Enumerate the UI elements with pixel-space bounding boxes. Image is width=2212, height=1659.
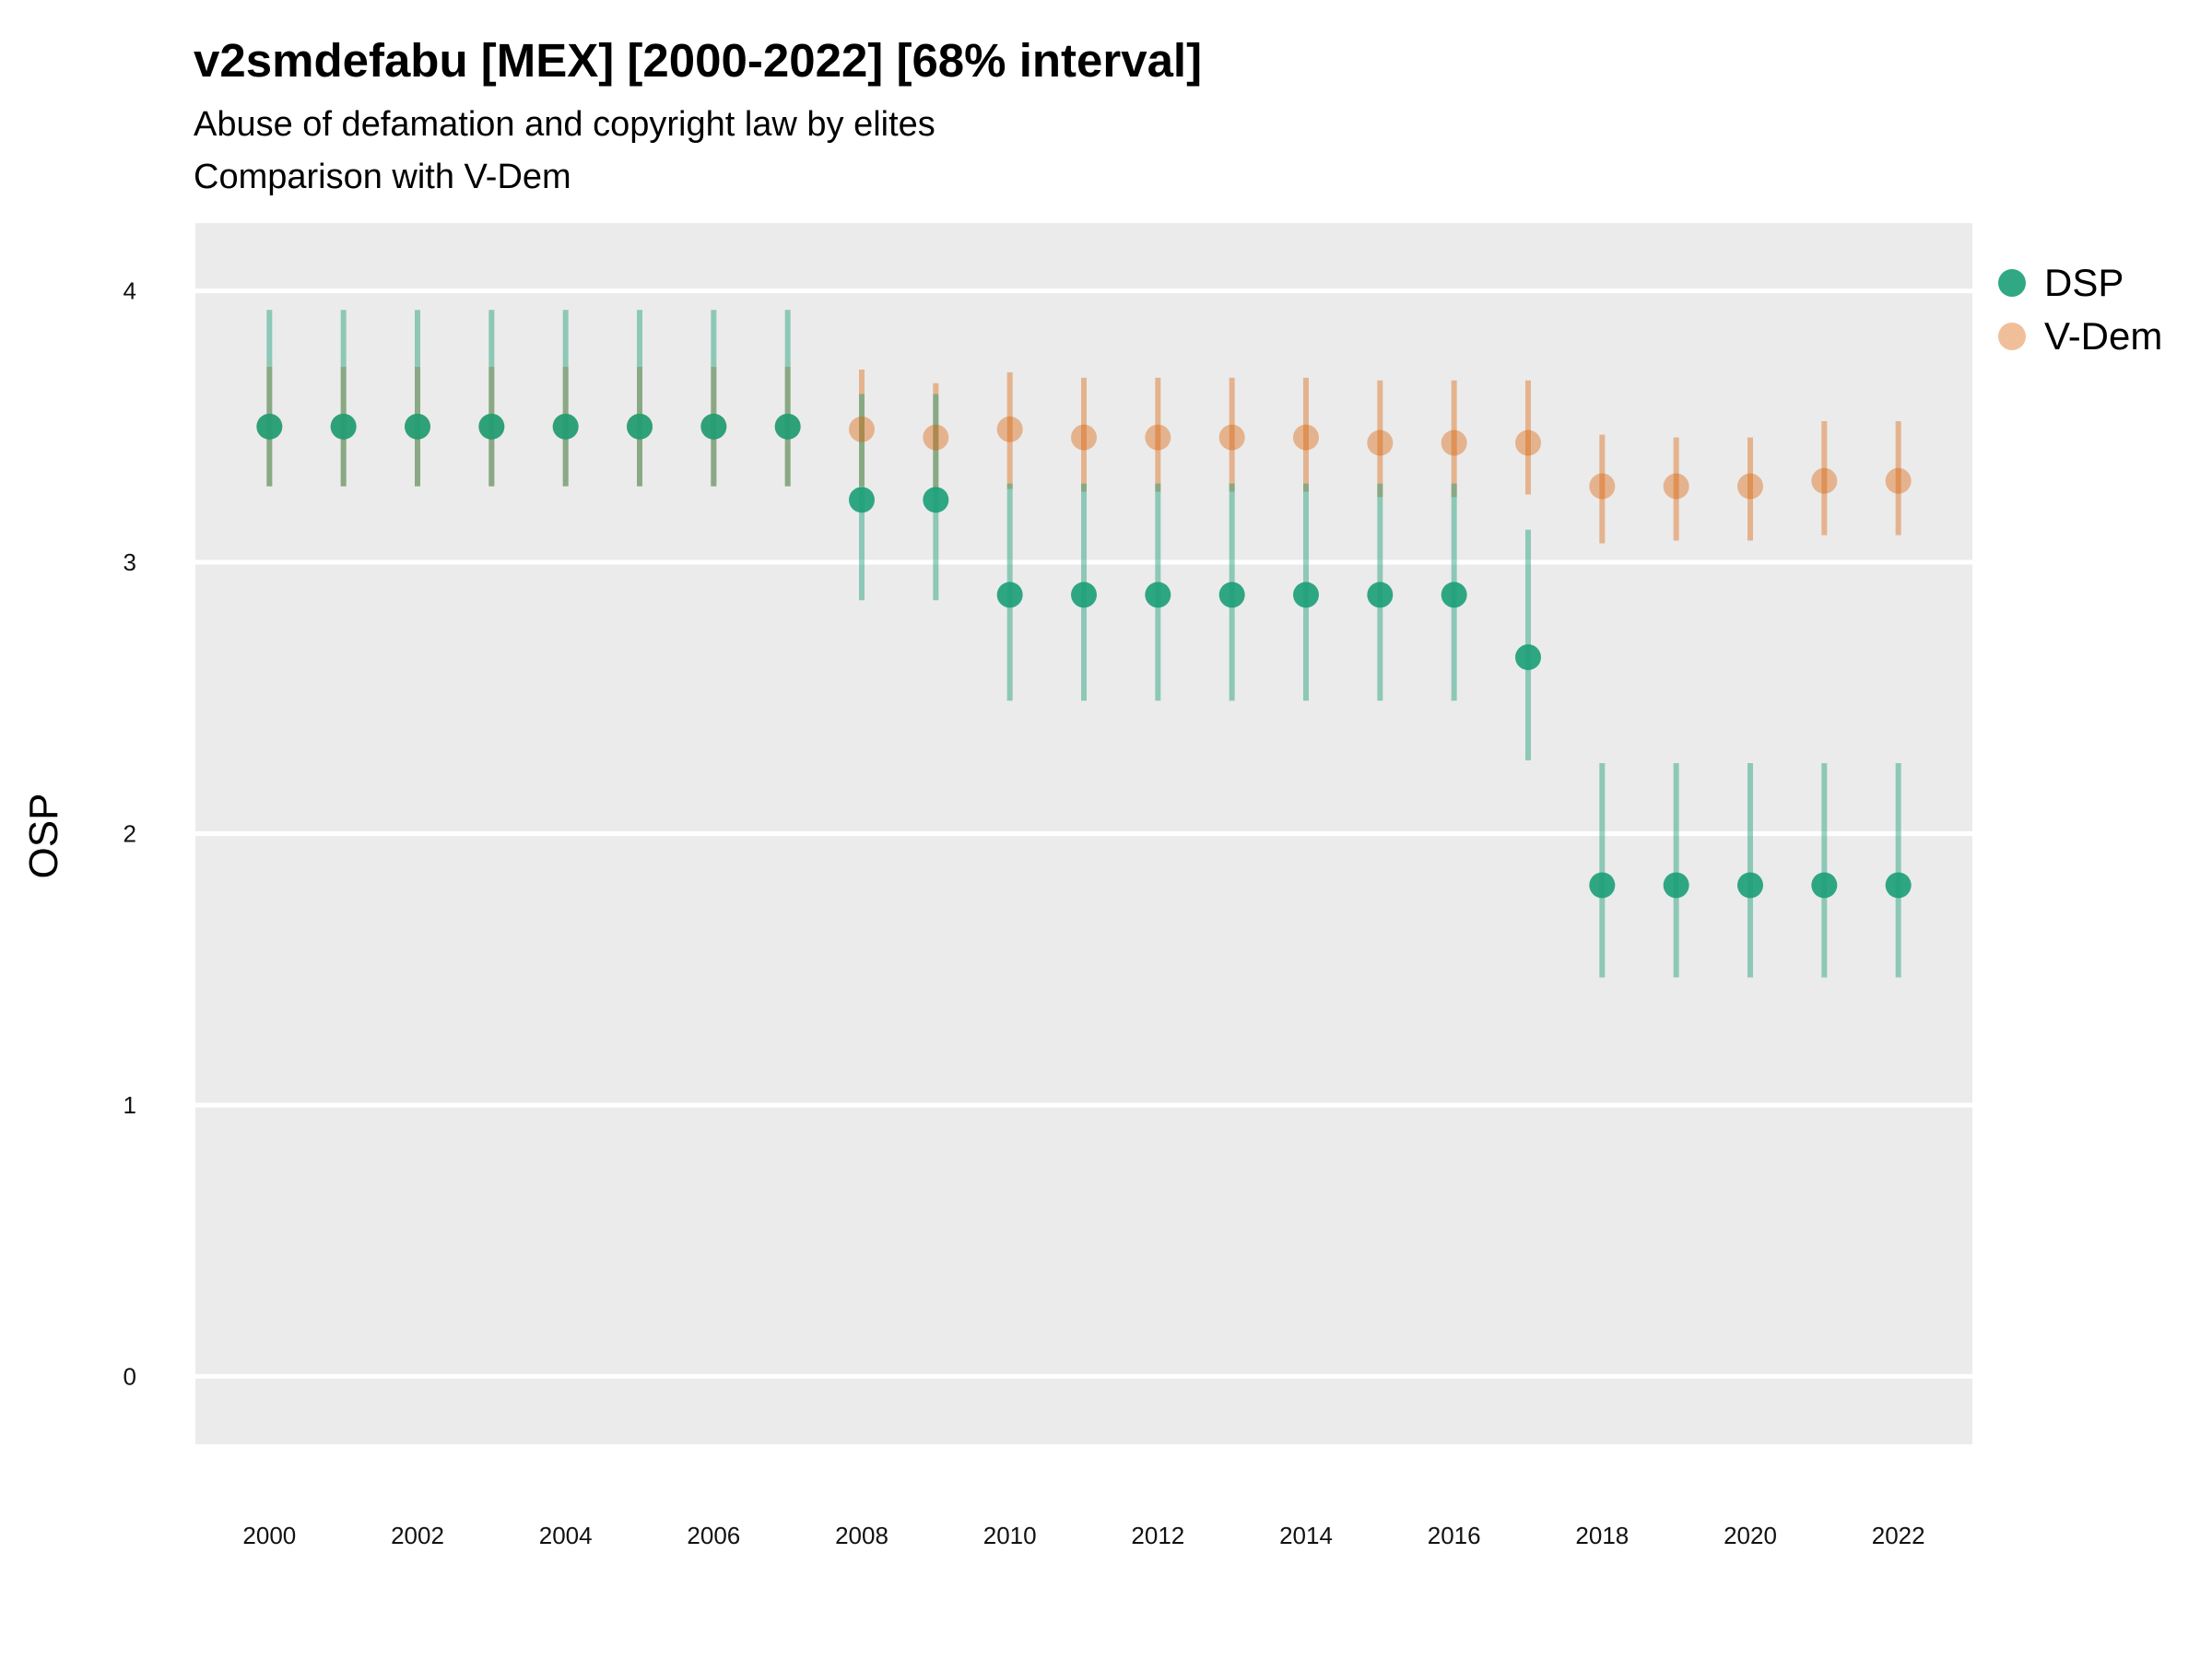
grid-lines — [195, 288, 1972, 1379]
data-point-dsp — [774, 413, 801, 440]
data-point-dsp — [552, 413, 579, 440]
data-point-v-dem — [1071, 424, 1097, 451]
y-axis-title: OSP — [21, 794, 66, 879]
data-point-dsp — [996, 582, 1023, 608]
legend-dot-icon — [1998, 269, 2026, 297]
data-point-v-dem — [1885, 467, 1912, 494]
data-point-v-dem — [1589, 473, 1616, 500]
data-point-dsp — [1367, 582, 1394, 608]
data-point-dsp — [627, 413, 653, 440]
x-tick-label: 2006 — [687, 1522, 740, 1549]
data-point-v-dem — [1218, 424, 1245, 451]
y-tick-label: 4 — [124, 277, 136, 305]
data-point-dsp — [1071, 582, 1097, 608]
data-point-v-dem — [1367, 429, 1394, 456]
data-point-dsp — [1515, 644, 1541, 671]
data-point-dsp — [849, 487, 875, 513]
data-point-dsp — [256, 413, 283, 440]
points-dsp — [256, 413, 1912, 899]
chart-subtitle-comparison: Comparison with V-Dem — [194, 158, 571, 196]
data-point-v-dem — [923, 424, 949, 451]
data-point-dsp — [478, 413, 505, 440]
x-tick-label: 2018 — [1575, 1522, 1629, 1549]
x-tick-label: 2004 — [539, 1522, 593, 1549]
data-point-dsp — [1737, 872, 1763, 899]
data-point-v-dem — [1293, 424, 1319, 451]
data-point-v-dem — [1441, 429, 1467, 456]
data-point-dsp — [1441, 582, 1467, 608]
data-point-dsp — [1145, 582, 1171, 608]
data-point-v-dem — [1811, 467, 1838, 494]
x-tick-label: 2020 — [1724, 1522, 1777, 1549]
data-point-dsp — [330, 413, 357, 440]
legend-item-vdem: V-Dem — [1998, 310, 2162, 363]
data-point-dsp — [923, 487, 949, 513]
legend-dot-icon — [1998, 323, 2026, 350]
x-tick-label: 2000 — [242, 1522, 296, 1549]
data-point-dsp — [1589, 872, 1616, 899]
legend-label-dsp: DSP — [2044, 261, 2124, 304]
y-tick-label: 0 — [124, 1362, 136, 1390]
y-tick-label: 2 — [124, 820, 136, 848]
x-tick-label: 2022 — [1872, 1522, 1925, 1549]
chart-subtitle: Abuse of defamation and copyright law by… — [194, 105, 935, 144]
axes: 0 1 2 3 4 2000 2002 2004 2006 2008 2010 2012 2014 201… — [124, 277, 1925, 1549]
data-point-v-dem — [1663, 473, 1689, 500]
legend: DSP V-Dem — [1998, 256, 2162, 363]
data-series — [256, 310, 1912, 978]
data-point-dsp — [405, 413, 430, 440]
data-point-v-dem — [1515, 429, 1541, 456]
data-point-v-dem — [1145, 424, 1171, 451]
data-point-v-dem — [996, 416, 1023, 442]
x-tick-label: 2016 — [1428, 1522, 1481, 1549]
y-tick-label: 1 — [124, 1091, 136, 1119]
data-point-dsp — [1293, 582, 1319, 608]
data-point-v-dem — [849, 416, 875, 442]
x-tick-label: 2012 — [1131, 1522, 1184, 1549]
data-point-dsp — [1218, 582, 1245, 608]
chart-title: v2smdefabu [MEX] [2000-2022] [68% interv… — [194, 34, 1203, 87]
data-point-dsp — [1885, 872, 1912, 899]
legend-label-vdem: V-Dem — [2044, 314, 2163, 358]
data-point-dsp — [1663, 872, 1689, 899]
x-tick-label: 2014 — [1279, 1522, 1333, 1549]
data-point-dsp — [700, 413, 727, 440]
legend-item-dsp: DSP — [1998, 256, 2162, 310]
data-point-v-dem — [1737, 473, 1763, 500]
data-point-dsp — [1811, 872, 1838, 899]
x-tick-label: 2010 — [983, 1522, 1037, 1549]
x-tick-label: 2002 — [391, 1522, 444, 1549]
y-tick-label: 3 — [124, 548, 136, 576]
x-tick-label: 2008 — [835, 1522, 888, 1549]
